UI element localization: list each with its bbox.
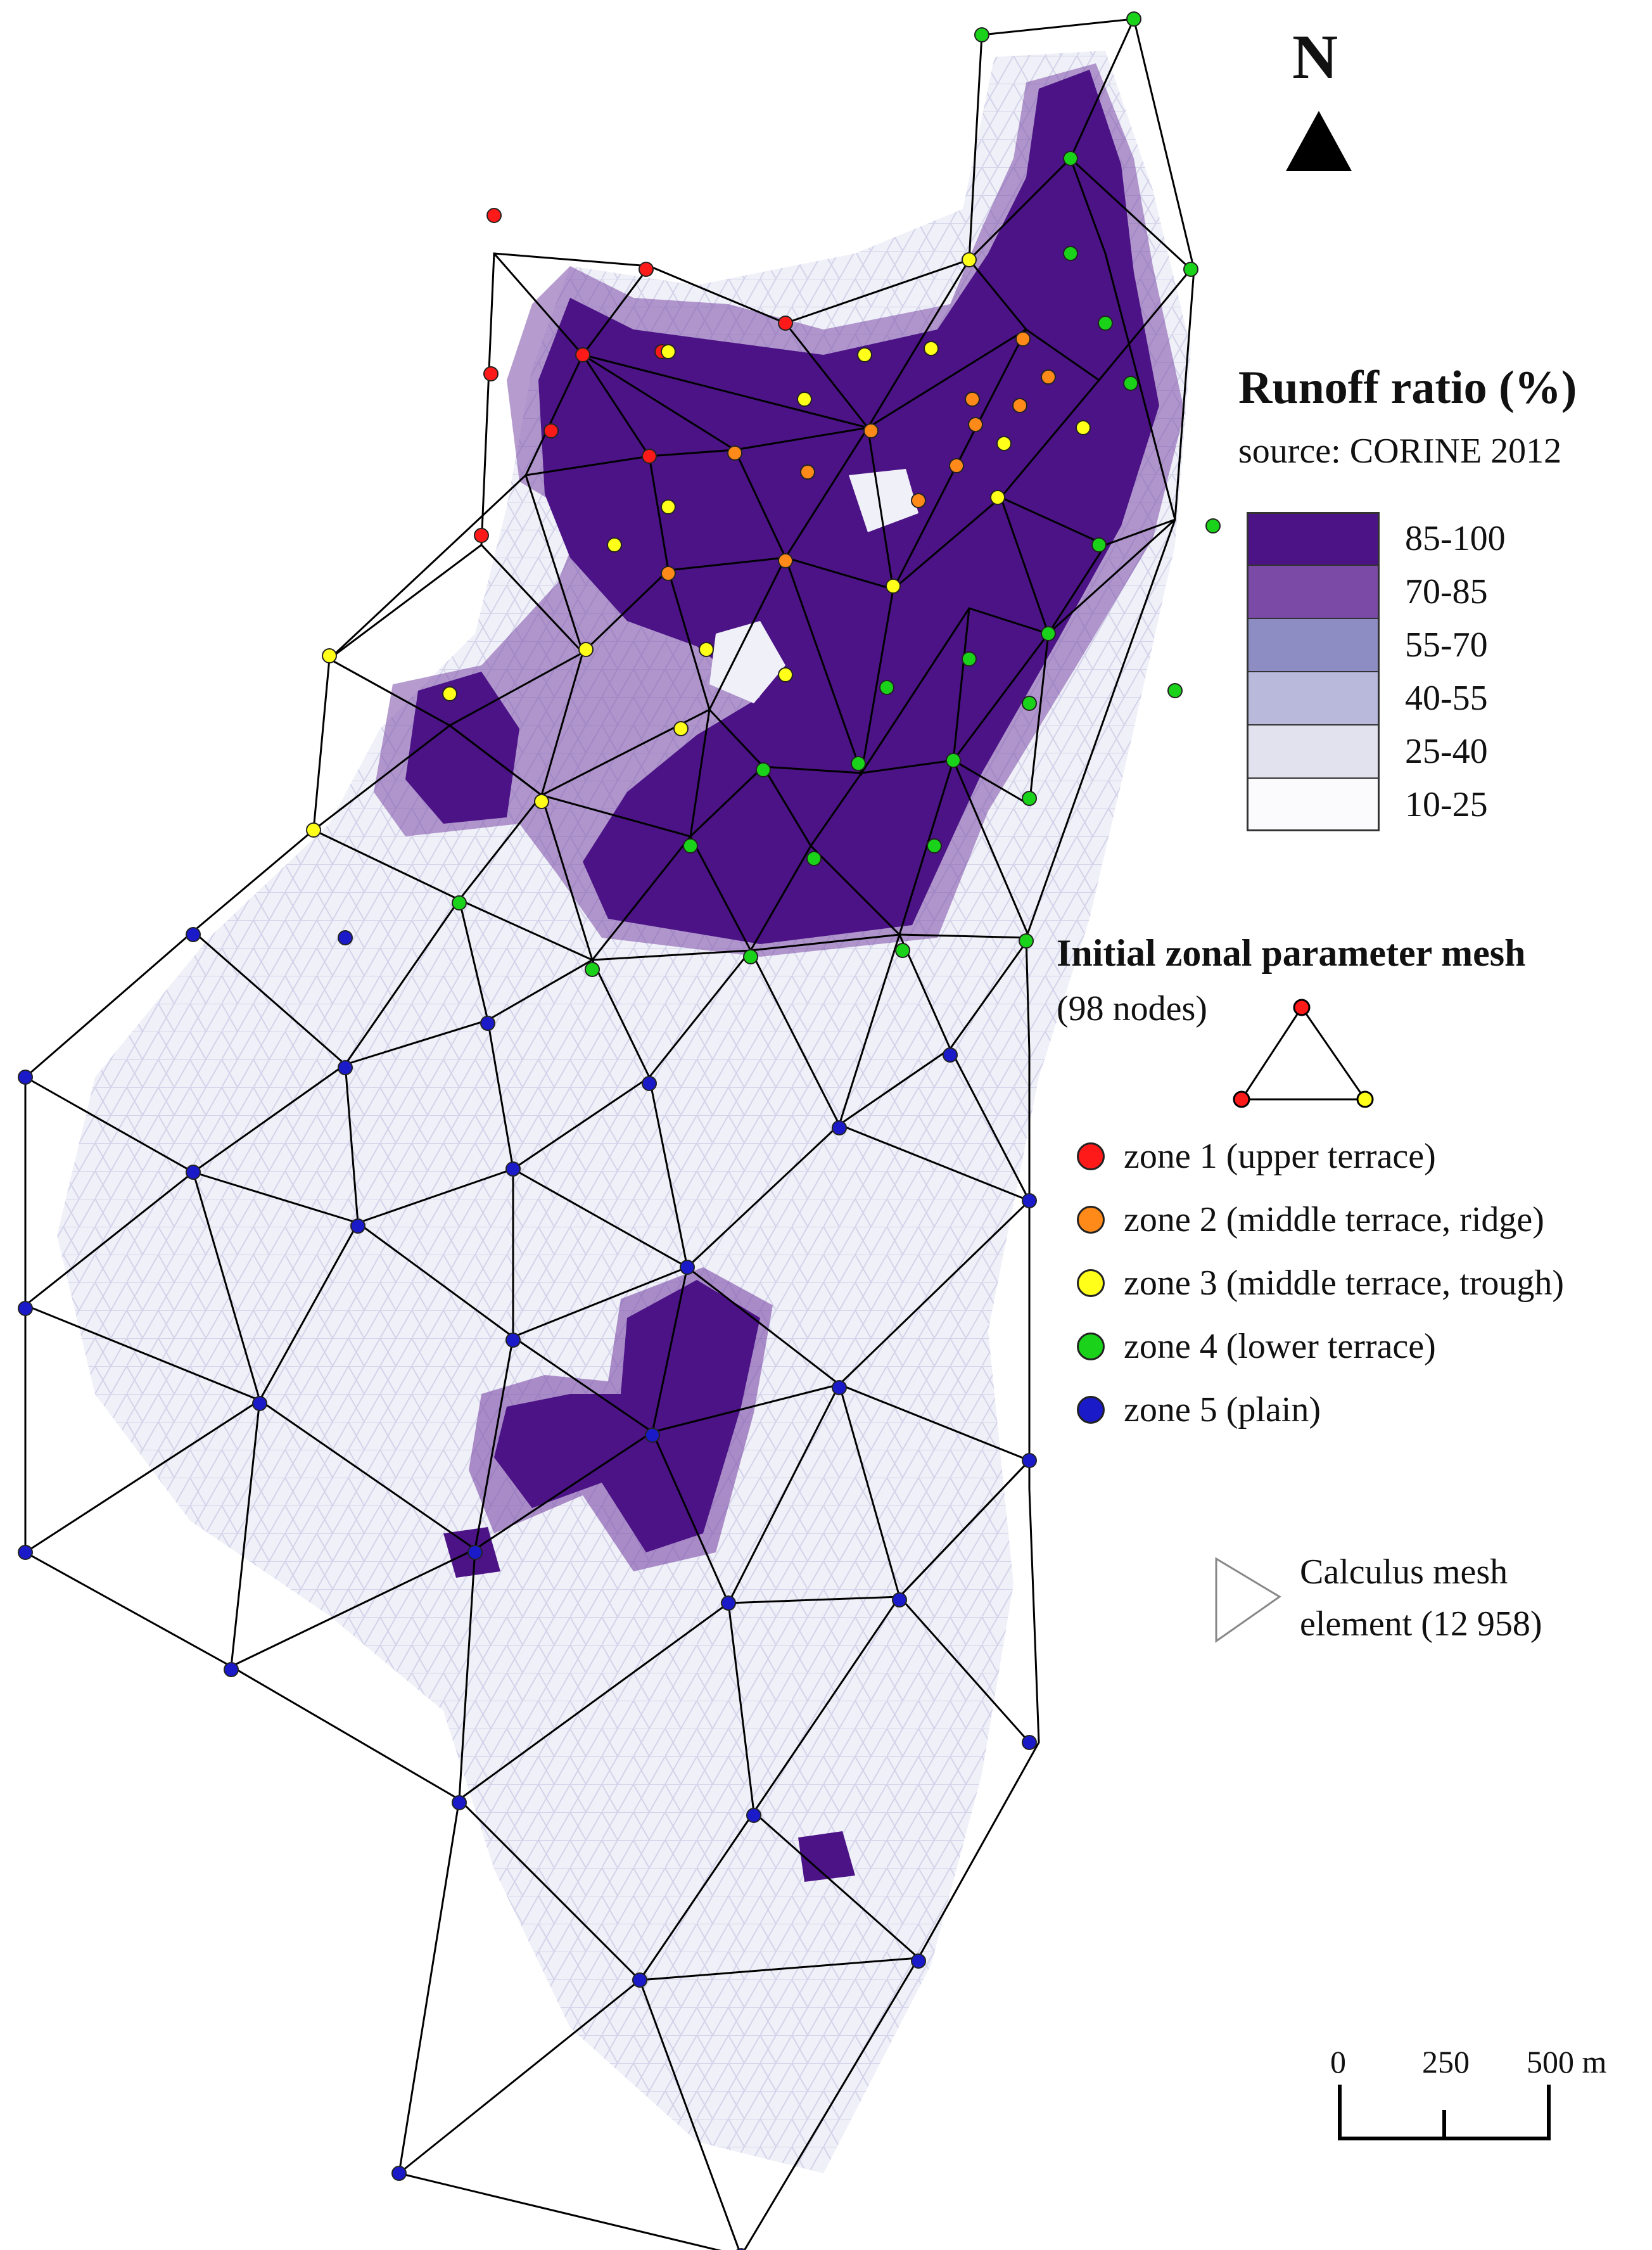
zone2-nodes (661, 331, 1056, 581)
zone-label: zone 2 (middle terrace, ridge) (1124, 1200, 1544, 1239)
zonal-mesh-title: Initial zonal parameter mesh (1057, 932, 1526, 974)
calculus-element-icon (1215, 1557, 1281, 1643)
runoff-class-swatch (1247, 512, 1380, 565)
runoff-class-label: 25-40 (1405, 732, 1488, 771)
zone-dot-icon (1077, 1396, 1105, 1424)
zone-dot-icon (1077, 1333, 1105, 1360)
runoff-class-label: 10-25 (1405, 785, 1488, 824)
runoff-class-row: 10-25 (1247, 778, 1506, 831)
zone-label: zone 3 (middle terrace, trough) (1124, 1263, 1565, 1303)
runoff-class-row: 85-100 (1247, 512, 1506, 565)
north-arrow-icon (1286, 111, 1352, 171)
runoff-class-row: 40-55 (1247, 672, 1506, 725)
runoff-patches (374, 63, 1185, 1882)
zone5-nodes (18, 927, 1037, 2250)
runoff-class-swatch (1247, 725, 1380, 778)
zone-legend-row: zone 4 (lower terrace) (1077, 1315, 1564, 1378)
zone1-nodes (474, 208, 793, 543)
zone-label: zone 4 (lower terrace) (1124, 1327, 1436, 1366)
scale-bar (1338, 2085, 1551, 2140)
calculus-mesh-label: Calculus mesh element (12 958) (1300, 1546, 1542, 1650)
zonal-mesh-node-count: (98 nodes) (1057, 989, 1207, 1028)
zone-legend-row: zone 2 (middle terrace, ridge) (1077, 1188, 1564, 1251)
scale-label-500: 500 m (1527, 2044, 1607, 2080)
zone-legend-row: zone 5 (plain) (1077, 1378, 1564, 1441)
runoff-class-row: 70-85 (1247, 565, 1506, 618)
runoff-class-row: 25-40 (1247, 725, 1506, 778)
runoff-class-swatch (1247, 778, 1380, 831)
zone-label: zone 1 (upper terrace) (1124, 1137, 1436, 1176)
runoff-class-label: 55-70 (1405, 625, 1488, 665)
runoff-legend-title: Runoff ratio (%) (1238, 362, 1577, 414)
zone3-nodes (306, 252, 1091, 838)
scale-label-0: 0 (1330, 2044, 1346, 2080)
scale-label-250: 250 (1422, 2044, 1470, 2080)
runoff-legend-source: source: CORINE 2012 (1238, 431, 1562, 471)
mesh-triangle-icon (1233, 999, 1374, 1108)
runoff-class-swatch (1247, 565, 1380, 618)
zone-legend: zone 1 (upper terrace) zone 2 (middle ter… (1077, 1125, 1564, 1441)
runoff-class-swatch (1247, 618, 1380, 672)
calculus-mesh-label-line2: element (12 958) (1300, 1604, 1542, 1644)
zone4-nodes (452, 11, 1221, 977)
runoff-class-label: 40-55 (1405, 679, 1488, 718)
zone-dot-icon (1077, 1206, 1105, 1234)
runoff-class-row: 55-70 (1247, 618, 1506, 672)
north-label: N (1292, 22, 1338, 92)
runoff-class-swatch (1247, 672, 1380, 725)
calculus-mesh-label-line1: Calculus mesh (1300, 1552, 1508, 1592)
zone-legend-row: zone 3 (middle terrace, trough) (1077, 1251, 1564, 1315)
runoff-class-label: 70-85 (1405, 572, 1488, 611)
runoff-class-label: 85-100 (1405, 519, 1506, 558)
zone-dot-icon (1077, 1142, 1105, 1170)
zone-dot-icon (1077, 1269, 1105, 1297)
zone-legend-row: zone 1 (upper terrace) (1077, 1125, 1564, 1188)
zone-label: zone 5 (plain) (1124, 1390, 1321, 1429)
runoff-legend-ramp: 85-100 70-85 55-70 40-55 25-40 10-25 (1247, 512, 1506, 831)
